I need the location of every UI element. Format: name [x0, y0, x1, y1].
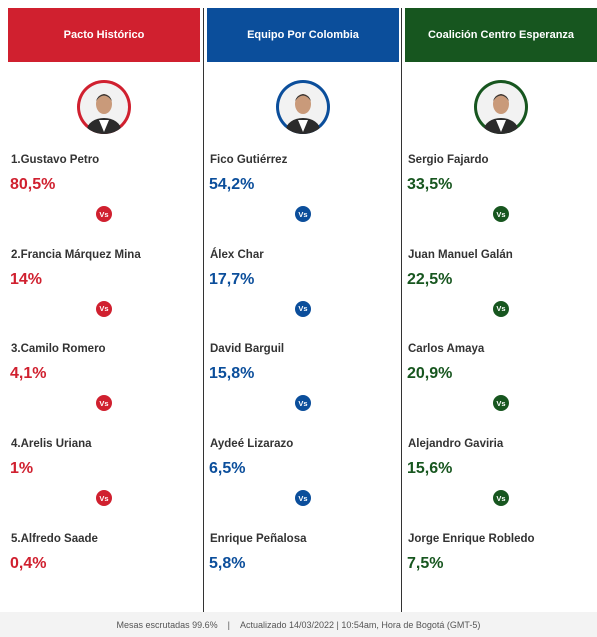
column-header: Coalición Centro Esperanza [405, 8, 597, 62]
candidate-name: Álex Char [210, 248, 264, 261]
candidate-name: David Barguil [210, 343, 285, 356]
candidate-name: Jorge Enrique Robledo [408, 532, 535, 545]
candidate-photo [474, 80, 528, 134]
candidate-percent: 17,7% [209, 270, 255, 288]
vs-badge: Vs [493, 490, 509, 507]
vs-badge: Vs [493, 395, 509, 412]
photo-art [477, 83, 525, 134]
candidate-percent: 15,6% [407, 460, 453, 478]
footer: Mesas escrutadas 99.6% | Actualizado 14/… [0, 612, 597, 637]
candidate-photo [276, 80, 330, 134]
column-header: Pacto Histórico [8, 8, 200, 62]
footer-right: Actualizado 14/03/2022 | 10:54am, Hora d… [239, 619, 481, 630]
candidate-name: Sergio Fajardo [408, 154, 489, 166]
candidate-percent: 4,1% [10, 365, 47, 383]
divider [203, 8, 204, 612]
candidate-name: 1.Gustavo Petro [11, 154, 100, 166]
candidate-percent: 80,5% [10, 176, 56, 193]
candidate-percent: 54,2% [209, 176, 255, 193]
candidate-photo [77, 80, 131, 134]
candidate-name: Juan Manuel Galán [408, 248, 513, 261]
candidate-percent: 5,8% [209, 554, 246, 572]
candidate-name: Carlos Amaya [408, 343, 485, 356]
vs-badge: Vs [295, 490, 311, 507]
vs-badge: Vs [96, 395, 112, 412]
candidate-name: 5.Alfredo Saade [11, 532, 98, 545]
divider [401, 8, 402, 612]
photo-art [80, 83, 128, 134]
vs-badge: Vs [295, 395, 311, 412]
vs-badge: Vs [493, 206, 509, 222]
candidate-name: 3.Camilo Romero [11, 343, 106, 356]
vs-badge: Vs [96, 300, 112, 317]
candidate-percent: 0,4% [10, 554, 47, 572]
column-header: Equipo Por Colombia [207, 8, 399, 62]
candidate-percent: 22,5% [407, 270, 453, 288]
candidate-name: 4.Arelis Uriana [11, 438, 92, 451]
candidate-name: Aydeé Lizarazo [210, 438, 294, 451]
candidate-percent: 15,8% [209, 365, 255, 383]
vs-badge: Vs [295, 300, 311, 317]
candidate-percent: 7,5% [407, 554, 444, 572]
candidate-percent: 1% [10, 460, 34, 478]
candidate-percent: 20,9% [407, 365, 453, 383]
photo-art [279, 83, 327, 134]
candidate-name: Alejandro Gaviria [408, 438, 504, 451]
candidate-name: Fico Gutiérrez [210, 154, 288, 166]
footer-left: Mesas escrutadas 99.6% [116, 619, 218, 630]
footer-separator: | [227, 619, 230, 630]
candidate-percent: 14% [10, 270, 43, 288]
vs-badge: Vs [295, 206, 311, 222]
candidate-percent: 33,5% [407, 176, 453, 193]
vs-badge: Vs [96, 206, 112, 222]
candidate-percent: 6,5% [209, 460, 246, 478]
candidate-name: 2.Francia Márquez Mina [11, 248, 141, 261]
vs-badge: Vs [493, 300, 509, 317]
candidate-name: Enrique Peñalosa [210, 532, 307, 545]
vs-badge: Vs [96, 490, 112, 507]
